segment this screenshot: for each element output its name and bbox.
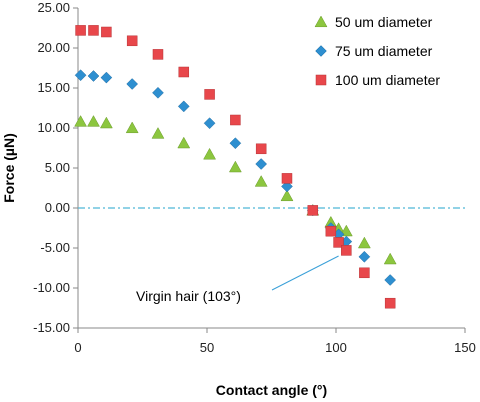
data-point-diamond xyxy=(74,69,87,82)
annotation-arrow xyxy=(271,255,339,291)
data-point-diamond xyxy=(177,100,190,113)
data-point-square xyxy=(359,267,370,279)
data-points-layer xyxy=(74,25,397,309)
y-tick-label: 0.00 xyxy=(45,200,70,215)
data-point-triangle xyxy=(99,116,113,129)
data-point-triangle xyxy=(228,160,242,173)
legend-marker-triangle xyxy=(314,15,328,28)
data-point-diamond xyxy=(126,78,139,90)
y-axis-title: Force (µN) xyxy=(1,133,17,203)
data-point-triangle xyxy=(177,136,191,149)
x-tick-label: 100 xyxy=(325,340,347,355)
y-tick-label: -10.00 xyxy=(33,280,70,295)
data-point-diamond xyxy=(152,86,164,99)
y-tick-label: 5.00 xyxy=(45,160,70,175)
data-point-square xyxy=(152,49,164,60)
data-point-diamond xyxy=(87,70,100,82)
data-point-square xyxy=(255,143,267,155)
data-point-square xyxy=(325,225,337,237)
y-tick-label: 10.00 xyxy=(37,120,70,135)
data-point-triangle xyxy=(383,252,397,265)
data-point-triangle xyxy=(87,115,100,127)
x-tick-label: 150 xyxy=(454,340,476,355)
data-point-square xyxy=(230,114,241,126)
series-square xyxy=(75,25,396,309)
y-tick-label: 25.00 xyxy=(37,0,70,15)
data-point-square xyxy=(341,245,352,256)
axes: 25.00 20.00 15.00 10.00 5.00 0.00 -5.00 -10.00 -… xyxy=(33,0,476,355)
data-point-triangle xyxy=(74,115,88,127)
data-point-diamond xyxy=(358,250,371,263)
data-point-triangle xyxy=(254,175,268,187)
data-point-triangle xyxy=(357,236,371,249)
data-point-diamond xyxy=(384,274,397,286)
data-point-square xyxy=(126,35,138,47)
y-tick-label: -5.00 xyxy=(40,240,70,255)
data-point-diamond xyxy=(203,117,216,130)
data-point-triangle xyxy=(151,127,165,139)
data-point-square xyxy=(75,25,86,36)
legend: 50 um diameter 75 um diameter 100 um diame… xyxy=(314,14,440,88)
legend-label: 50 um diameter xyxy=(335,14,433,30)
x-axis-title: Contact angle (°) xyxy=(216,382,327,398)
data-point-square xyxy=(204,89,215,100)
annotation-layer: Virgin hair (103°) xyxy=(136,255,339,304)
data-point-square xyxy=(333,237,344,248)
legend-marker-square xyxy=(315,74,327,86)
data-point-triangle xyxy=(125,121,139,134)
y-tick-label: 20.00 xyxy=(37,40,70,55)
data-point-square xyxy=(178,66,190,78)
y-tick-label: -15.00 xyxy=(33,320,70,335)
data-point-diamond xyxy=(100,71,113,84)
data-point-square xyxy=(281,173,293,184)
annotation-label: Virgin hair (103°) xyxy=(136,288,241,304)
data-point-triangle xyxy=(280,189,294,202)
data-point-diamond xyxy=(255,158,268,170)
data-point-square xyxy=(307,205,319,216)
x-tick-label: 0 xyxy=(74,340,81,355)
legend-label: 75 um diameter xyxy=(335,43,433,59)
data-point-square xyxy=(384,297,396,309)
data-point-diamond xyxy=(229,137,242,150)
y-tick-label: 15.00 xyxy=(37,80,70,95)
legend-label: 100 um diameter xyxy=(335,72,440,88)
data-point-square xyxy=(101,26,112,38)
x-tick-label: 50 xyxy=(200,340,214,355)
data-point-triangle xyxy=(203,147,217,160)
data-point-square xyxy=(88,25,99,36)
legend-marker-diamond xyxy=(315,45,327,57)
